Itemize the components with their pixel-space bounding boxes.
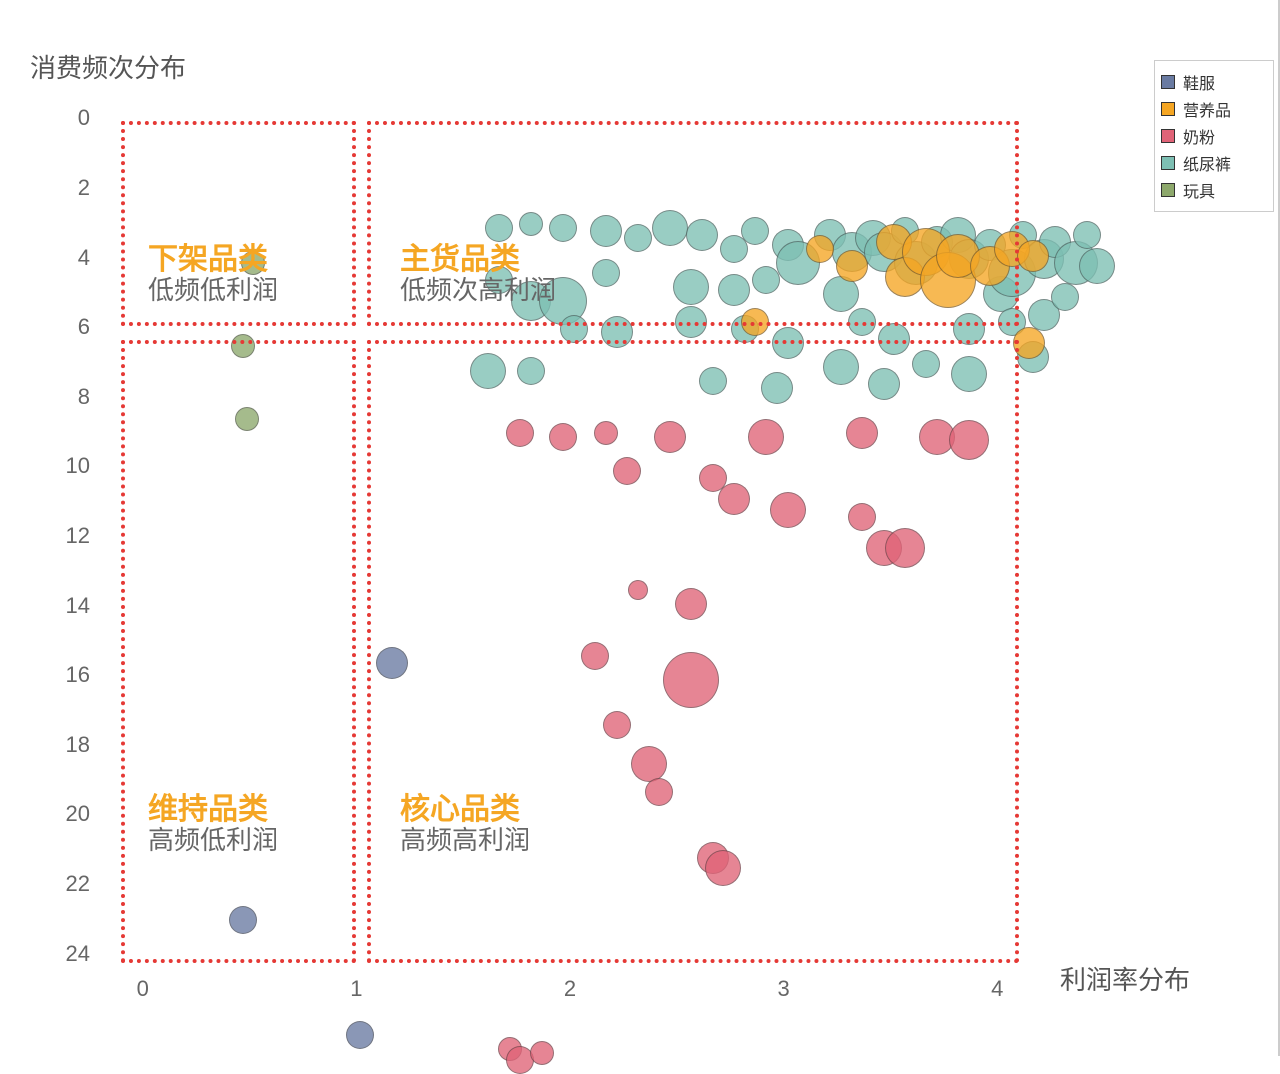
x-tick-label: 4 — [977, 976, 1017, 1002]
y-tick-label: 12 — [40, 523, 90, 549]
bubble-point — [1017, 240, 1049, 272]
y-tick-label: 4 — [40, 245, 90, 271]
bubble-point — [1079, 248, 1115, 284]
x-tick-label: 3 — [764, 976, 804, 1002]
bubble-point — [1051, 283, 1079, 311]
legend-item: 玩具 — [1161, 178, 1267, 202]
y-tick-label: 16 — [40, 662, 90, 688]
y-tick-label: 22 — [40, 871, 90, 897]
legend-item: 纸尿裤 — [1161, 151, 1267, 175]
legend-label: 奶粉 — [1183, 124, 1215, 148]
y-tick-label: 2 — [40, 175, 90, 201]
y-tick-label: 20 — [40, 801, 90, 827]
q3-sub: 高频低利润 — [148, 820, 278, 857]
y-tick-label: 18 — [40, 732, 90, 758]
y-tick-label: 14 — [40, 593, 90, 619]
quadrant-box-q4 — [367, 340, 1019, 963]
y-tick-label: 10 — [40, 453, 90, 479]
legend-label: 纸尿裤 — [1183, 151, 1231, 175]
legend-item: 鞋服 — [1161, 70, 1267, 94]
y-tick-label: 0 — [40, 105, 90, 131]
x-axis-title: 利润率分布 — [1060, 960, 1190, 997]
bubble-chart: 消费频次分布 利润率分布 024681012141618202224 01234… — [0, 0, 1280, 1056]
legend-item: 奶粉 — [1161, 124, 1267, 148]
bubble-point — [530, 1041, 554, 1065]
x-tick-label: 0 — [123, 976, 163, 1002]
legend-item: 营养品 — [1161, 97, 1267, 121]
bubble-point — [1073, 221, 1101, 249]
q1-sub: 低频低利润 — [148, 270, 278, 307]
legend-label: 鞋服 — [1183, 70, 1215, 94]
x-tick-label: 1 — [336, 976, 376, 1002]
legend: 鞋服 营养品 奶粉 纸尿裤 玩具 — [1154, 60, 1274, 212]
x-tick-label: 2 — [550, 976, 590, 1002]
q4-sub: 高频高利润 — [400, 820, 530, 857]
y-axis-title: 消费频次分布 — [30, 48, 186, 85]
quadrant-box-q3 — [121, 340, 356, 963]
legend-label: 玩具 — [1183, 178, 1215, 202]
q2-sub: 低频次高利润 — [400, 270, 556, 307]
legend-label: 营养品 — [1183, 97, 1231, 121]
y-tick-label: 24 — [40, 941, 90, 967]
y-tick-label: 6 — [40, 314, 90, 340]
bubble-point — [346, 1021, 374, 1049]
y-tick-label: 8 — [40, 384, 90, 410]
